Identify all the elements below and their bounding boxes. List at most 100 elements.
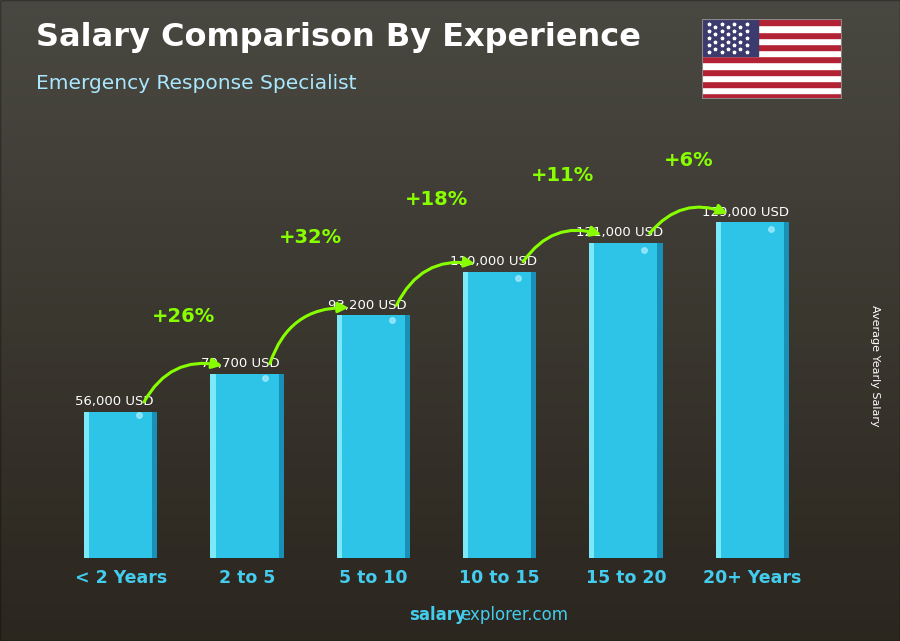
- Bar: [0, 144, 900, 153]
- Bar: [0, 481, 900, 488]
- Bar: [702, 50, 842, 56]
- Bar: [0, 313, 900, 320]
- Bar: [590, 243, 662, 558]
- Bar: [0, 553, 900, 561]
- Bar: [0, 392, 900, 401]
- Bar: [0, 513, 900, 520]
- Text: Salary Comparison By Experience: Salary Comparison By Experience: [36, 22, 641, 53]
- Bar: [0, 633, 900, 641]
- Bar: [85, 412, 89, 558]
- Bar: [0, 48, 900, 56]
- Bar: [0, 369, 900, 377]
- Bar: [0, 529, 900, 537]
- Bar: [152, 412, 158, 558]
- Bar: [702, 75, 842, 81]
- Bar: [211, 374, 216, 558]
- Bar: [0, 224, 900, 233]
- Bar: [0, 625, 900, 633]
- Text: 129,000 USD: 129,000 USD: [702, 206, 789, 219]
- Bar: [0, 505, 900, 513]
- Bar: [0, 497, 900, 505]
- Bar: [0, 233, 900, 240]
- Bar: [0, 24, 900, 32]
- Bar: [0, 216, 900, 224]
- Bar: [0, 121, 900, 128]
- Bar: [0, 424, 900, 433]
- Bar: [0, 304, 900, 313]
- Text: Average Yearly Salary: Average Yearly Salary: [869, 304, 880, 426]
- Text: 121,000 USD: 121,000 USD: [576, 226, 663, 239]
- Text: 56,000 USD: 56,000 USD: [76, 395, 154, 408]
- Bar: [702, 87, 842, 93]
- Bar: [702, 62, 842, 69]
- Bar: [0, 256, 900, 264]
- Bar: [0, 537, 900, 545]
- Bar: [0, 473, 900, 481]
- Bar: [0, 353, 900, 360]
- Bar: [702, 31, 842, 38]
- Bar: [0, 160, 900, 168]
- Bar: [0, 401, 900, 409]
- Bar: [0, 88, 900, 96]
- Bar: [211, 374, 284, 558]
- Bar: [0, 56, 900, 64]
- Bar: [0, 128, 900, 137]
- Text: 70,700 USD: 70,700 USD: [202, 357, 280, 370]
- Bar: [0, 465, 900, 473]
- Bar: [0, 488, 900, 497]
- Bar: [702, 19, 842, 26]
- Bar: [0, 577, 900, 585]
- Text: 93,200 USD: 93,200 USD: [328, 299, 407, 312]
- Bar: [0, 329, 900, 337]
- Text: salary: salary: [410, 606, 466, 624]
- Bar: [0, 264, 900, 272]
- Text: 110,000 USD: 110,000 USD: [450, 255, 536, 268]
- Text: +18%: +18%: [405, 190, 468, 208]
- Bar: [657, 243, 662, 558]
- Bar: [716, 222, 788, 558]
- Bar: [0, 441, 900, 449]
- Bar: [0, 296, 900, 304]
- Bar: [0, 417, 900, 424]
- Bar: [0, 385, 900, 392]
- Bar: [0, 153, 900, 160]
- Text: Emergency Response Specialist: Emergency Response Specialist: [36, 74, 356, 93]
- Bar: [702, 19, 758, 56]
- Bar: [405, 315, 410, 558]
- Bar: [0, 545, 900, 553]
- Bar: [0, 72, 900, 80]
- Bar: [702, 81, 842, 87]
- Text: +11%: +11%: [531, 166, 594, 185]
- Bar: [0, 601, 900, 609]
- Bar: [0, 561, 900, 569]
- Bar: [279, 374, 284, 558]
- Bar: [0, 337, 900, 344]
- Bar: [702, 93, 842, 99]
- Bar: [531, 272, 536, 558]
- Bar: [0, 585, 900, 593]
- Bar: [0, 609, 900, 617]
- Bar: [0, 16, 900, 24]
- Bar: [0, 248, 900, 256]
- Bar: [0, 360, 900, 369]
- Text: +6%: +6%: [664, 151, 714, 170]
- Bar: [0, 240, 900, 248]
- Bar: [0, 112, 900, 121]
- Text: +32%: +32%: [279, 228, 342, 247]
- Bar: [0, 80, 900, 88]
- Bar: [0, 32, 900, 40]
- Bar: [716, 222, 721, 558]
- Bar: [337, 315, 410, 558]
- Bar: [0, 96, 900, 104]
- Bar: [0, 64, 900, 72]
- Bar: [0, 200, 900, 208]
- Bar: [337, 315, 342, 558]
- Bar: [0, 104, 900, 112]
- Bar: [0, 376, 900, 385]
- Bar: [463, 272, 536, 558]
- Bar: [85, 412, 158, 558]
- Bar: [702, 69, 842, 75]
- Bar: [0, 176, 900, 184]
- Bar: [0, 433, 900, 441]
- Bar: [0, 0, 900, 8]
